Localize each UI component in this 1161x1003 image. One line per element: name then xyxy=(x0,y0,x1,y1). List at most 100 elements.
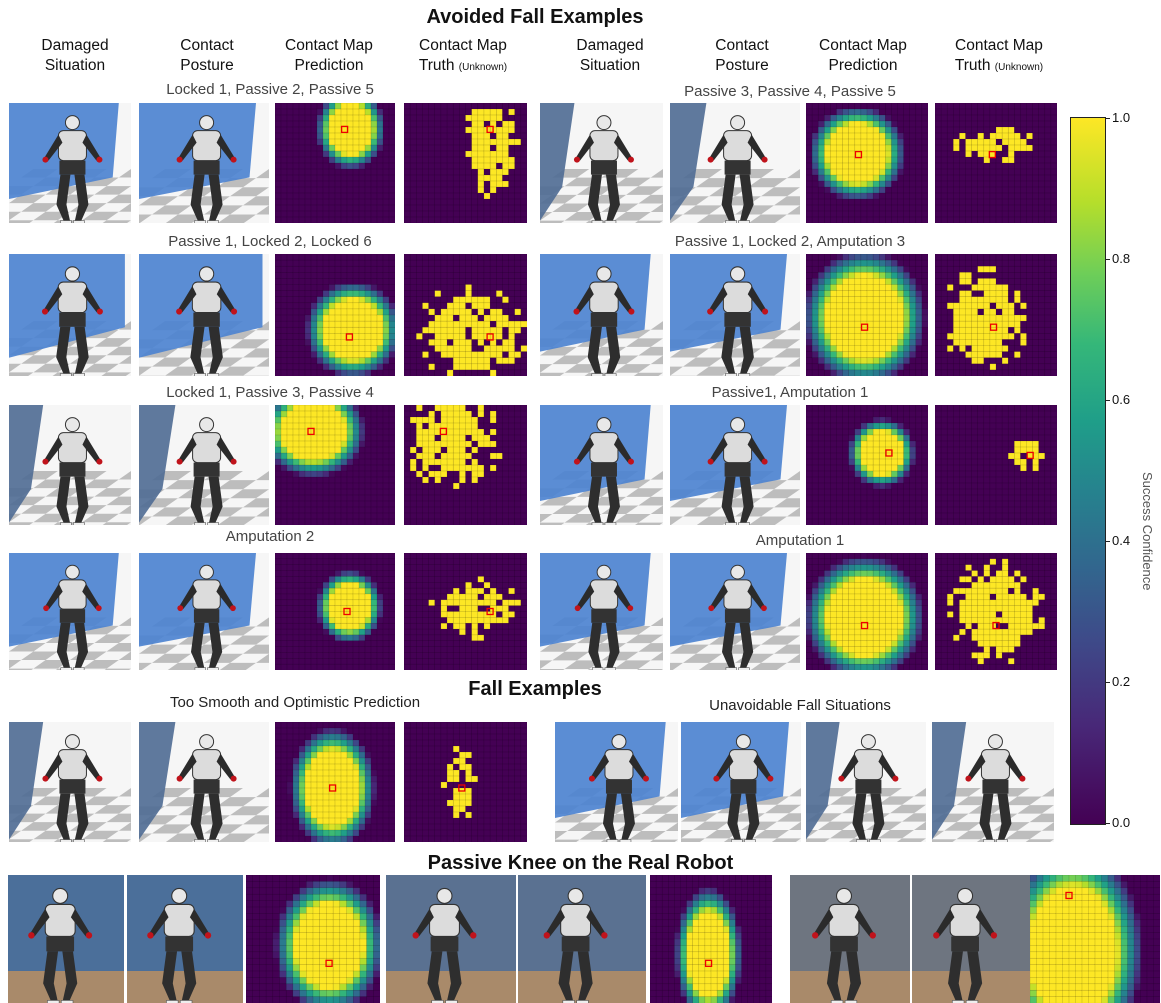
contact-map-prediction-left-4 xyxy=(275,553,395,670)
col-header-line: Damaged xyxy=(576,37,644,54)
red-target-marker-icon xyxy=(340,125,349,134)
col-header-word: Truth xyxy=(418,57,455,74)
title-real-robot: Passive Knee on the Real Robot xyxy=(427,852,734,874)
col-header-line: Contact Map xyxy=(819,37,907,54)
real-robot-photo-1 xyxy=(8,875,124,1003)
col-header-unknown: (Unknown) xyxy=(458,62,508,73)
colorbar xyxy=(1070,117,1106,825)
contact-map-truth-right-1 xyxy=(935,103,1057,223)
real-robot-photo-4 xyxy=(518,875,646,1003)
red-target-marker-icon xyxy=(885,449,893,457)
red-target-marker-icon xyxy=(860,621,869,630)
blue-wall-shape xyxy=(806,722,840,840)
red-target-marker-icon xyxy=(458,784,466,792)
caption-row4-right: Amputation 1 xyxy=(755,532,845,549)
contact-map-prediction-left-3 xyxy=(275,405,395,525)
contact-map-prediction-right-2 xyxy=(806,254,928,376)
colorbar-tick-mark xyxy=(1105,681,1110,683)
red-target-marker-icon xyxy=(854,150,863,159)
col-header-line: Situation xyxy=(44,57,106,74)
red-target-marker-icon xyxy=(704,959,713,967)
fall-contact-posture-1 xyxy=(139,722,269,842)
col-header-contact-right: Contact Posture xyxy=(677,36,807,76)
humanoid-robot-icon xyxy=(412,887,477,1003)
humanoid-robot-icon xyxy=(573,266,635,376)
colorbar-tick-label: 0.2 xyxy=(1112,674,1131,689)
red-target-marker-icon xyxy=(328,784,337,792)
red-target-marker-icon xyxy=(1026,451,1034,460)
col-header-line: Situation xyxy=(579,57,641,74)
unavoidable-fall-4 xyxy=(932,722,1054,842)
real-contact-map-prediction-3 xyxy=(1030,875,1160,1003)
damaged-situation-right-4 xyxy=(540,553,663,670)
humanoid-robot-icon xyxy=(177,564,236,670)
blue-wall-shape xyxy=(9,405,44,523)
contact-posture-left-2 xyxy=(139,254,269,376)
humanoid-robot-icon xyxy=(28,887,93,1003)
colorbar-tick-mark xyxy=(1105,258,1110,260)
damaged-situation-left-1 xyxy=(9,103,131,223)
humanoid-robot-icon xyxy=(573,115,634,223)
col-header-damaged-left: Damaged Situation xyxy=(10,36,140,76)
unavoidable-fall-3 xyxy=(806,722,926,842)
col-header-line: Contact Map xyxy=(419,37,507,54)
caption-row3-left: Locked 1, Passive 3, Passive 4 xyxy=(166,384,374,401)
contact-map-truth-right-3 xyxy=(935,405,1057,525)
real-robot-photo-6 xyxy=(912,875,1030,1003)
humanoid-robot-icon xyxy=(176,417,237,525)
humanoid-robot-icon xyxy=(42,115,103,223)
col-header-word: Truth xyxy=(954,57,991,74)
humanoid-robot-icon xyxy=(176,115,237,223)
red-target-marker-icon xyxy=(439,427,448,436)
humanoid-robot-icon xyxy=(965,734,1026,842)
contact-map-truth-right-2 xyxy=(935,254,1057,376)
col-header-line: Damaged xyxy=(41,37,109,54)
red-target-marker-icon xyxy=(860,323,869,331)
blue-wall-shape xyxy=(139,405,176,523)
col-header-damaged-right: Damaged Situation xyxy=(545,36,675,76)
red-target-marker-icon xyxy=(486,607,494,616)
contact-map-truth-left-1 xyxy=(404,103,527,223)
humanoid-robot-icon xyxy=(176,266,238,376)
col-header-line: Contact xyxy=(715,37,769,54)
contact-posture-right-2 xyxy=(670,254,800,376)
blue-wall-shape xyxy=(932,722,967,840)
blue-wall-shape xyxy=(670,103,707,221)
contact-map-truth-left-4 xyxy=(404,553,527,670)
humanoid-robot-icon xyxy=(574,564,634,670)
caption-row3-right: Passive1, Amputation 1 xyxy=(711,384,869,401)
real-contact-map-prediction-2 xyxy=(650,875,772,1003)
title-avoided-fall-examples: Avoided Fall Examples xyxy=(426,6,644,28)
red-target-marker-icon xyxy=(989,323,998,331)
col-header-line: Contact Map xyxy=(955,37,1043,54)
col-header-truth-left: Contact Map Truth (Unknown) xyxy=(398,36,528,78)
contact-map-truth-right-4 xyxy=(935,553,1057,670)
contact-posture-left-4 xyxy=(139,553,269,670)
col-header-line: Posture xyxy=(180,57,234,74)
colorbar-label: Success Confidence xyxy=(1140,472,1155,591)
col-header-prediction-left: Contact Map Prediction xyxy=(264,36,394,76)
contact-map-prediction-left-2 xyxy=(275,254,395,376)
humanoid-robot-icon xyxy=(41,266,103,376)
blue-wall-shape xyxy=(9,722,44,840)
humanoid-robot-icon xyxy=(176,734,237,842)
contact-posture-left-1 xyxy=(139,103,269,223)
colorbar-tick-label: 0.0 xyxy=(1112,815,1131,830)
colorbar-tick-mark xyxy=(1105,822,1110,824)
contact-map-prediction-right-1 xyxy=(806,103,928,223)
caption-row4-left: Amputation 2 xyxy=(225,528,315,545)
red-target-marker-icon xyxy=(325,959,333,967)
humanoid-robot-icon xyxy=(707,115,768,223)
red-target-marker-icon xyxy=(486,125,494,134)
colorbar-tick-mark xyxy=(1105,399,1110,401)
col-header-line: Truth (Unknown) xyxy=(934,56,1064,78)
humanoid-robot-icon xyxy=(42,734,103,842)
col-header-line: Contact xyxy=(180,37,234,54)
col-header-truth-right: Contact Map Truth (Unknown) xyxy=(934,36,1064,78)
humanoid-robot-icon xyxy=(933,887,998,1003)
humanoid-robot-icon xyxy=(543,887,608,1003)
contact-map-prediction-right-3 xyxy=(806,405,928,525)
col-header-prediction-right: Contact Map Prediction xyxy=(798,36,928,76)
humanoid-robot-icon xyxy=(708,564,767,670)
col-header-line: Prediction xyxy=(294,57,364,74)
